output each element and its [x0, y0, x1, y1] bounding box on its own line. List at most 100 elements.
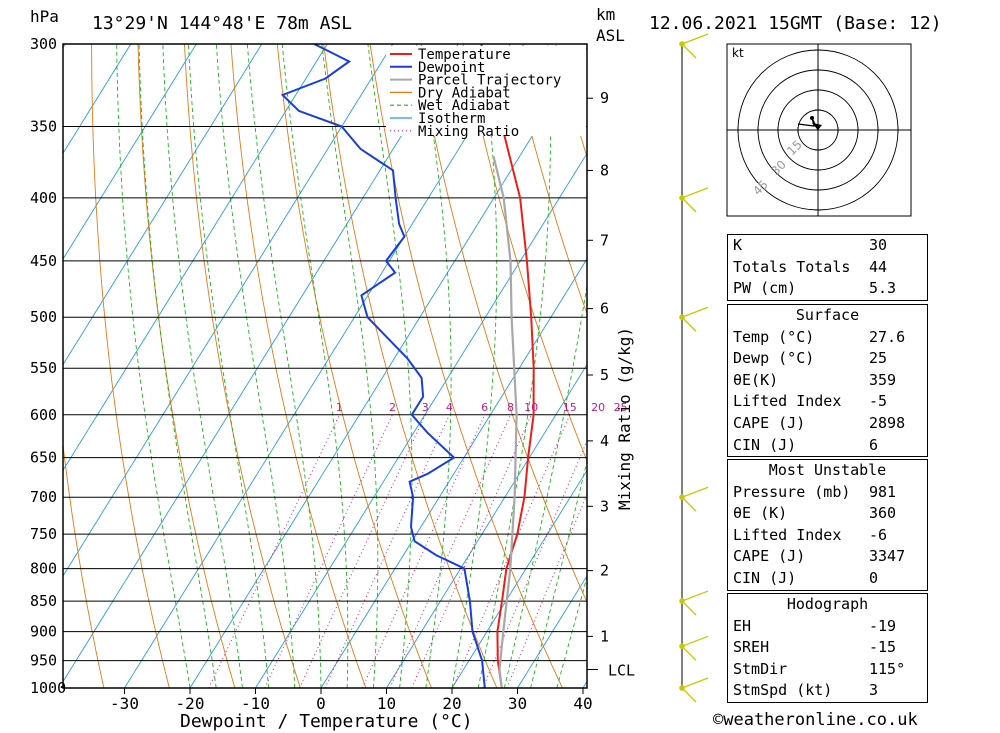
pressure-tick-label: 400 [30, 189, 57, 207]
x-tick-label: -10 [241, 694, 270, 713]
surface-value: 359 [869, 370, 897, 389]
hodograph-label: StmSpd (kt) [733, 681, 833, 700]
hodograph-label: StmDir [733, 659, 788, 678]
most-unstable-value: 360 [869, 504, 897, 523]
mixing-ratio-line [452, 414, 571, 688]
dry-adiabat-line [930, 0, 1000, 714]
legend-entry: Parcel Trajectory [418, 73, 561, 89]
km-tick-label: 2 [600, 562, 609, 580]
km-tick-label: 6 [600, 300, 609, 318]
surface-value: 27.6 [869, 327, 906, 346]
wind-barb [681, 590, 709, 616]
wet-adiabat-line [116, 44, 191, 688]
surface-value: -5 [869, 392, 888, 411]
hodograph-value: -15 [869, 638, 897, 657]
wind-barb [681, 187, 709, 213]
km-tick-label: 3 [600, 497, 609, 515]
surface-label: CIN (J) [733, 435, 797, 454]
legend-entry: Mixing Ratio [418, 124, 519, 140]
dry-adiabat-line [184, 44, 301, 688]
mixing-ratio-line [482, 439, 587, 688]
wind-barb [681, 33, 709, 59]
pressure-tick-label: 1000 [30, 679, 66, 697]
surface-label: Lifted Index [733, 392, 842, 411]
pressure-tick-label: 450 [30, 252, 57, 270]
wet-adiabat-line [321, 44, 379, 688]
wind-barb [681, 677, 709, 703]
wind-barb [681, 486, 709, 512]
plot-frame [62, 43, 588, 689]
datetime-title: 12.06.2021 15GMT (Base: 12) [649, 13, 942, 34]
hodograph-table: Hodograph EH -19 SREH -15 StmDir 115° StmSpd (… [727, 593, 928, 703]
isotherm-line [63, 44, 132, 155]
wet-adiabat-line [246, 44, 322, 688]
most-unstable-title: Most Unstable [768, 461, 887, 479]
mixing-ratio-line [506, 493, 587, 688]
pressure-tick-label: 900 [30, 623, 57, 641]
pressure-tick-label: 850 [30, 592, 57, 610]
dry-adiabat-line [974, 0, 1000, 714]
mixing-ratio-label: 1 [336, 401, 343, 414]
most-unstable-row: Lifted Index -6 [728, 525, 927, 547]
most-unstable-value: -6 [869, 525, 888, 544]
parcel-trajectory-curve [492, 155, 518, 688]
legend-entry: Dry Adiabat [418, 85, 511, 101]
x-axis-label: Dewpoint / Temperature (°C) [180, 711, 473, 732]
km-tick-label: 5 [600, 366, 609, 384]
location-title: 13°29'N 144°48'E 78m ASL [92, 13, 352, 34]
wind-barb [681, 306, 709, 332]
height-unit-km: km [596, 5, 615, 24]
most-unstable-row: CAPE (J) 3347 [728, 546, 927, 568]
pressure-unit-label: hPa [30, 7, 59, 26]
height-unit-asl: ASL [596, 26, 625, 45]
most-unstable-value: 0 [869, 568, 879, 587]
mixing-ratio-label: 20 [591, 401, 605, 414]
wet-adiabat-line [367, 44, 413, 688]
pressure-tick-label: 650 [30, 449, 57, 467]
mixing-ratio-label: 15 [563, 401, 577, 414]
storm-motion-marker [812, 123, 822, 130]
legend-entry: Dewpoint [418, 60, 485, 76]
surface-label: Temp (°C) [733, 327, 815, 346]
wet-adiabat-line [215, 44, 296, 688]
pressure-tick-label: 600 [30, 406, 57, 424]
surface-row: CAPE (J) 2898 [728, 413, 927, 435]
km-tick-label: 9 [600, 89, 609, 107]
pressure-tick-label: 750 [30, 525, 57, 543]
km-tick-label: 8 [600, 161, 609, 179]
wet-adiabat-line [187, 44, 270, 688]
hodograph-row: StmDir 115° [728, 659, 927, 681]
hodograph-row: StmSpd (kt) 3 [728, 680, 927, 702]
legend-entry: Wet Adiabat [418, 98, 511, 114]
surface-row: Temp (°C) 27.6 [728, 327, 927, 349]
legend-entry: Temperature [418, 47, 511, 63]
dry-adiabat-line [137, 44, 236, 688]
hodograph-row: EH -19 [728, 616, 927, 638]
indices-table: K 30 Totals Totals 44 PW (cm) 5.3 [727, 234, 928, 301]
mixing-ratio-line [411, 414, 532, 688]
surface-value: 25 [869, 349, 888, 368]
hodograph-value: 115° [869, 659, 906, 678]
legend-box [386, 46, 586, 136]
wet-adiabat-line [281, 44, 349, 688]
mixing-ratio-line [324, 414, 450, 688]
mixing-ratio-label: 2 [389, 401, 396, 414]
isotherm-line [451, 469, 587, 688]
mixing-ratio-label: 4 [446, 401, 453, 414]
mixing-ratio-axis-label: Mixing Ratio (g/kg) [615, 327, 634, 510]
most-unstable-value: 3347 [869, 547, 906, 566]
mixing-ratio-line [299, 414, 426, 688]
pressure-tick-label: 300 [30, 35, 57, 53]
index-tt-row: Totals Totals 44 [733, 257, 888, 276]
surface-row: Lifted Index -5 [728, 391, 927, 413]
lcl-label: LCL [608, 661, 635, 679]
legend-entry: Isotherm [418, 111, 485, 127]
pressure-tick-label: 950 [30, 652, 57, 670]
x-tick-label: 20 [442, 694, 461, 713]
most-unstable-label: θE (K) [733, 504, 788, 523]
dewpoint-curve [280, 44, 486, 688]
most-unstable-table: Most Unstable Pressure (mb) 981 θE (K) 360 L… [727, 459, 928, 591]
copyright-footer[interactable]: ©weatheronline.co.uk [713, 710, 918, 730]
pressure-tick-label: 700 [30, 488, 57, 506]
km-tick-label: 7 [600, 231, 609, 249]
